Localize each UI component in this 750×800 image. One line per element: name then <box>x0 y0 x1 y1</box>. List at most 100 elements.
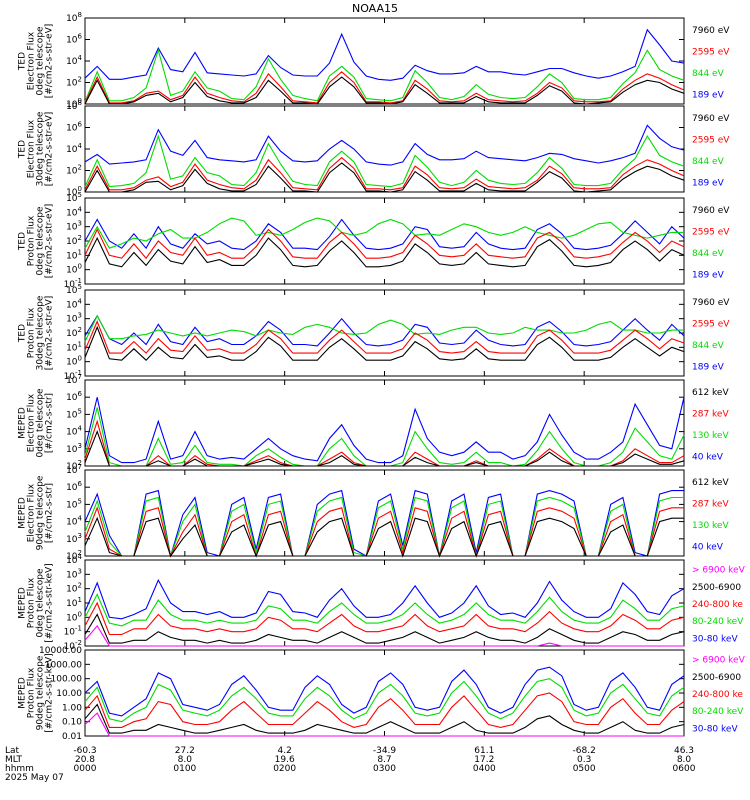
legend-entry: 612 keV <box>692 388 729 398</box>
series-line-green <box>84 678 685 723</box>
panel-2: 100 102 104 106 108 TED Electron Flux 30deg tel… <box>18 99 731 198</box>
legend-entry: 844 eV <box>692 341 725 351</box>
panel-frame <box>84 17 685 105</box>
y-axis-label: Proton Flux <box>27 577 37 628</box>
footer-mlt: 8.0 <box>677 755 692 765</box>
legend-entry: 189 eV <box>692 270 725 280</box>
legend-entry: 189 eV <box>692 362 725 372</box>
footer-lat: -60.3 <box>73 746 96 756</box>
footer-mlt: 8.7 <box>377 755 391 765</box>
footer-hhmm: 0500 <box>573 764 596 774</box>
series-line-red <box>84 506 684 559</box>
y-tick-label: 10-1 <box>64 277 82 290</box>
y-tick-label: 100 <box>66 263 82 276</box>
legend-entry: 240-800 ke <box>692 600 743 610</box>
series-line-blue <box>84 28 685 81</box>
y-axis-label: Proton Flux <box>27 215 37 266</box>
y-tick-label: 102 <box>66 234 82 247</box>
y-axis-label: Electron Flux <box>27 393 37 452</box>
footer-label: 2025 May 07 <box>5 773 64 783</box>
y-axis-label: [#/cm2-s-str-eV] <box>45 204 55 279</box>
y-axis-label: MEPED <box>18 677 28 709</box>
y-axis-label: Electron Flux <box>27 31 37 90</box>
footer-lat: -68.2 <box>573 746 596 756</box>
y-tick-label: 10-2 <box>64 639 82 652</box>
y-tick-label: 105 <box>66 497 82 510</box>
legend-entry: 80-240 keV <box>692 617 744 627</box>
series-line-red <box>84 71 685 104</box>
footer-hhmm: 0200 <box>273 764 296 774</box>
y-tick-label: 10-1 <box>64 369 82 382</box>
y-tick-label: 101 <box>66 248 82 261</box>
legend-entry: 7960 eV <box>692 206 730 216</box>
series-line-blue <box>84 397 685 464</box>
y-axis-label: 90deg telescope <box>36 655 46 730</box>
legend-entry: 612 keV <box>692 478 729 488</box>
y-axis-label: 30deg telescope <box>36 295 46 370</box>
legend-entry: > 6900 keV <box>692 566 746 576</box>
legend-entry: 130 keV <box>692 431 729 441</box>
y-axis-label: [#/cm2-s-str] <box>45 393 55 453</box>
y-tick-label: 100 <box>66 355 82 368</box>
y-tick-label: 108 <box>66 11 82 24</box>
panel-frame <box>84 559 685 647</box>
y-axis-label: [#/cm2-s-str-eV] <box>45 24 55 99</box>
footer-hhmm: 0600 <box>673 764 696 774</box>
y-tick-label: 1.00 <box>62 703 82 713</box>
legend-entry: 287 keV <box>692 499 729 509</box>
y-axis-label: MEPED <box>18 497 28 529</box>
series-line-magenta <box>84 712 684 737</box>
series-line-blue <box>84 314 685 347</box>
y-tick-label: 105 <box>66 283 82 296</box>
y-tick-label: 103 <box>66 567 82 580</box>
y-tick-label: 102 <box>66 76 82 89</box>
series-line-green <box>84 217 684 249</box>
panel-frame <box>84 105 685 193</box>
legend-entry: 844 eV <box>692 157 725 167</box>
footer-lat: 46.3 <box>674 746 694 756</box>
footer-lat: 27.2 <box>175 746 195 756</box>
y-tick-label: 1000.00 <box>45 660 82 670</box>
y-tick-label: 103 <box>66 442 82 455</box>
y-tick-label: 106 <box>66 480 82 493</box>
series-line-red <box>84 156 685 191</box>
footer-label: Lat <box>5 746 20 756</box>
y-tick-label: 10.00 <box>56 689 82 699</box>
y-axis-label: [#/cm2-s-str] <box>45 483 55 543</box>
legend-entry: 844 eV <box>692 249 725 259</box>
y-axis-label: Proton Flux <box>27 667 37 718</box>
y-axis-label: TED <box>18 232 28 251</box>
legend-entry: > 6900 keV <box>692 656 746 666</box>
y-tick-label: 107 <box>66 373 82 386</box>
legend-entry: 2595 eV <box>692 319 730 329</box>
y-tick-label: 104 <box>66 425 82 438</box>
series-line-green <box>84 407 685 467</box>
y-tick-label: 0.10 <box>62 718 82 728</box>
y-axis-label: [#/cm2-s-str-eV] <box>45 296 55 371</box>
legend-entry: 130 keV <box>692 521 729 531</box>
series-line-black <box>84 162 685 193</box>
series-line-black <box>84 703 685 734</box>
y-tick-label: 106 <box>66 390 82 403</box>
y-axis-label: Electron Flux <box>27 119 37 178</box>
y-tick-label: 100 <box>66 185 82 198</box>
y-tick-label: 100.00 <box>51 675 83 685</box>
legend-entry: 189 eV <box>692 90 725 100</box>
y-tick-label: 105 <box>66 407 82 420</box>
y-tick-label: 101 <box>66 340 82 353</box>
y-tick-label: 106 <box>66 121 82 134</box>
y-tick-label: 102 <box>66 549 82 562</box>
y-tick-label: 102 <box>66 164 82 177</box>
footer-label: MLT <box>5 755 23 765</box>
series-line-red <box>84 692 685 728</box>
y-axis-label: 0deg telescope <box>36 388 46 458</box>
series-line-magenta <box>84 624 684 647</box>
y-axis-label: TED <box>18 324 28 343</box>
panel-6: 102 103 104 105 106 107 MEPED Electron Flux 90de… <box>18 463 730 562</box>
footer-hhmm: 0400 <box>473 764 496 774</box>
panel-5: 102 103 104 105 106 107 MEPED Electron Flux 0deg… <box>18 373 730 472</box>
panel-frame <box>84 649 685 737</box>
